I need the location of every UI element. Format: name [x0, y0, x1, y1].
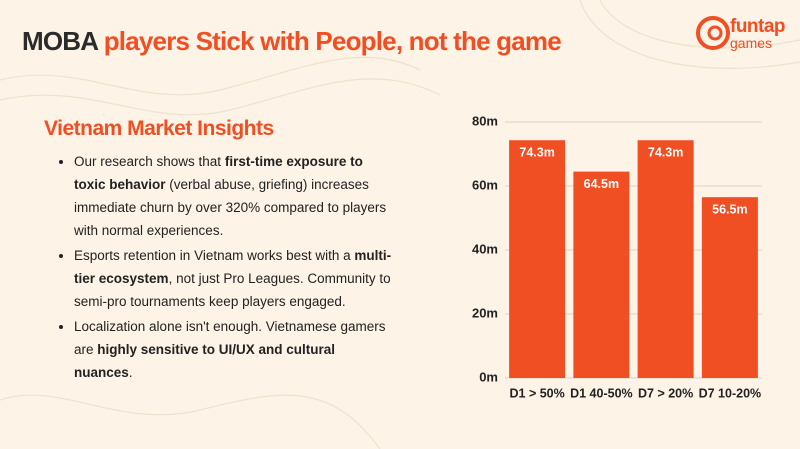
logo-icon	[696, 16, 730, 50]
logo-bottom: games	[730, 35, 773, 51]
y-tick-label: 40m	[472, 241, 498, 256]
bullet: Our research shows that first-time expos…	[74, 150, 396, 242]
logo: funtap games	[730, 16, 786, 51]
text: Our research shows that	[74, 154, 225, 169]
text: , not just Pro Leagues. Community to sem…	[74, 271, 391, 309]
contour	[599, 0, 800, 49]
title-dark: MOBA	[22, 26, 98, 56]
bar	[509, 140, 566, 378]
bullet: Localization alone isn't enough. Vietnam…	[74, 315, 396, 384]
y-tick-label: 20m	[472, 305, 498, 320]
value-label: 74.3m	[648, 146, 683, 160]
x-tick-label: D7 10-20%	[699, 386, 762, 400]
contour	[0, 56, 421, 96]
x-tick-label: D7 > 20%	[638, 386, 693, 400]
logo-top: funtap	[730, 16, 786, 37]
bold-text: highly sensitive to UI/UX and cultural n…	[74, 342, 336, 380]
bar	[573, 171, 630, 378]
bar	[637, 140, 694, 378]
text: Localization alone isn't enough. Vietnam…	[74, 319, 386, 357]
value-label: 74.3m	[519, 146, 554, 160]
value-label: 64.5m	[584, 177, 619, 191]
text: .	[128, 365, 133, 380]
x-tick-label: D1 40-50%	[570, 386, 633, 400]
y-tick-label: 0m	[479, 369, 498, 384]
bullet-list: Our research shows that first-time expos…	[58, 150, 396, 386]
slide-title: MOBA players Stick with People, not the …	[22, 26, 562, 57]
bold-text: first-time exposure to toxic behavior	[74, 154, 363, 192]
contour	[579, 0, 800, 69]
value-label: 56.5m	[712, 202, 747, 216]
y-tick-label: 80m	[472, 113, 498, 128]
logo-spiral	[707, 25, 723, 41]
bullet: Esports retention in Vietnam works best …	[74, 244, 396, 313]
bold-text: multi-tier ecosystem	[74, 248, 392, 286]
section-heading: Vietnam Market Insights	[44, 117, 274, 140]
title-accent: players Stick with People, not the game	[103, 26, 562, 56]
logo-ring	[696, 16, 730, 50]
bar	[701, 197, 758, 378]
text: (verbal abuse, griefing) increases immed…	[74, 177, 387, 238]
text: Esports retention in Vietnam works best …	[74, 248, 355, 263]
y-tick-label: 60m	[472, 177, 498, 192]
contour	[0, 394, 381, 449]
contour	[0, 78, 441, 116]
x-tick-label: D1 > 50%	[510, 386, 565, 400]
